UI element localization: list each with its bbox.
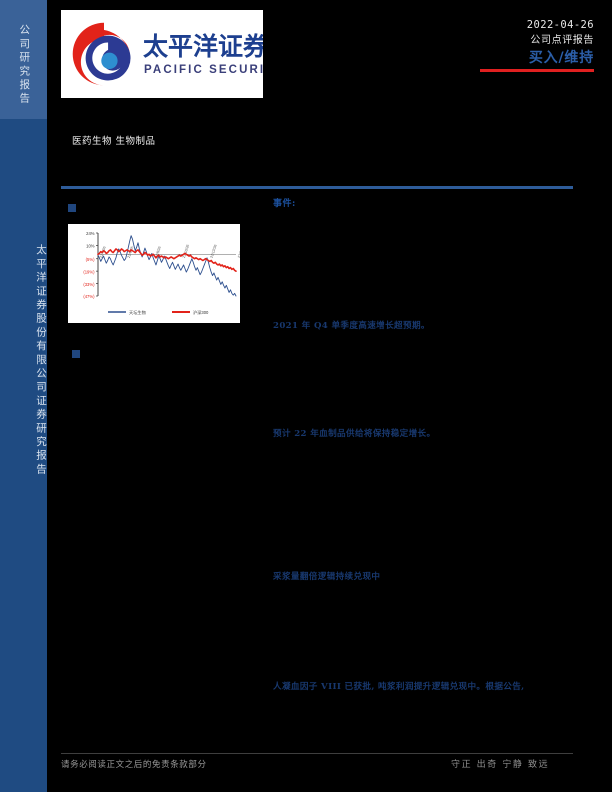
report-type: 公司点评报告 <box>530 35 594 46</box>
svg-text:(33%): (33%) <box>83 282 95 287</box>
relative-performance-chart: 24% 10% (5%) (19%) (33%) (47%) 21/4/26 21/6/26 2… <box>68 224 240 323</box>
section-bullet-below-chart <box>72 350 80 358</box>
footer-divider <box>61 753 573 754</box>
sidebar-bottom-label: 太平洋证券股份有限公司证券研究报告 <box>35 243 47 477</box>
svg-text:(5%): (5%) <box>86 257 95 262</box>
paragraph-supply-2022: 预计 22 年血制品供给将保持稳定增长。 <box>273 429 436 439</box>
event-heading: 事件: <box>273 199 296 209</box>
paragraph-factor-viii: 人凝血因子 VIII 已获批, 吨浆利润提升逻辑兑现中。根据公告, <box>273 682 525 692</box>
logo-name-en: PACIFIC SECURITIES <box>144 64 263 76</box>
rating-badge: 买入/维持 <box>528 50 594 66</box>
svg-text:21/12/26: 21/12/26 <box>210 244 218 259</box>
footer-disclaimer: 请务必阅读正文之后的免责条款部分 <box>61 760 207 770</box>
industry-breadcrumb: 医药生物 生物制品 <box>72 136 156 147</box>
svg-text:22/2/26: 22/2/26 <box>237 246 240 259</box>
chart-canvas: 24%10%(5%)(19%)(33%)(47%)21/4/26 21/6/26 2… <box>68 224 240 323</box>
svg-text:10%: 10% <box>86 244 95 249</box>
svg-text:21/10/26: 21/10/26 <box>182 244 190 259</box>
svg-text:24%: 24% <box>86 231 95 236</box>
left-sidebar: 公司研究报告 太平洋证券股份有限公司证券研究报告 <box>0 0 47 792</box>
sidebar-bottom-band <box>0 119 47 792</box>
svg-text:(47%): (47%) <box>83 294 95 299</box>
svg-text:21/6/26: 21/6/26 <box>127 246 135 259</box>
paragraph-q4-growth: 2021 年 Q4 单季度高速增长超预期。 <box>273 321 430 331</box>
section-bullet-chart <box>68 204 76 212</box>
svg-text:(19%): (19%) <box>83 269 95 274</box>
svg-text:沪深300: 沪深300 <box>193 309 209 316</box>
svg-text:天坛生物: 天坛生物 <box>129 309 146 316</box>
sidebar-top-band <box>0 0 47 119</box>
company-logo: 太平洋证券 PACIFIC SECURITIES <box>61 10 263 98</box>
pacific-securities-mark-icon <box>72 22 131 86</box>
report-date: 2022-04-26 <box>526 19 594 31</box>
footer-slogan: 守正 出奇 宁静 致远 <box>451 760 550 770</box>
rating-underline <box>480 69 594 72</box>
svg-text:21/8/26: 21/8/26 <box>154 246 162 259</box>
report-header: 2022-04-26 公司点评报告 买入/维持 <box>480 18 594 72</box>
header-divider <box>61 186 573 189</box>
sidebar-top-label: 公司研究报告 <box>18 24 31 107</box>
paragraph-plasma-collection: 采浆量翻倍逻辑持续兑现中 <box>273 572 381 582</box>
logo-name-cn: 太平洋证券 <box>143 32 263 61</box>
